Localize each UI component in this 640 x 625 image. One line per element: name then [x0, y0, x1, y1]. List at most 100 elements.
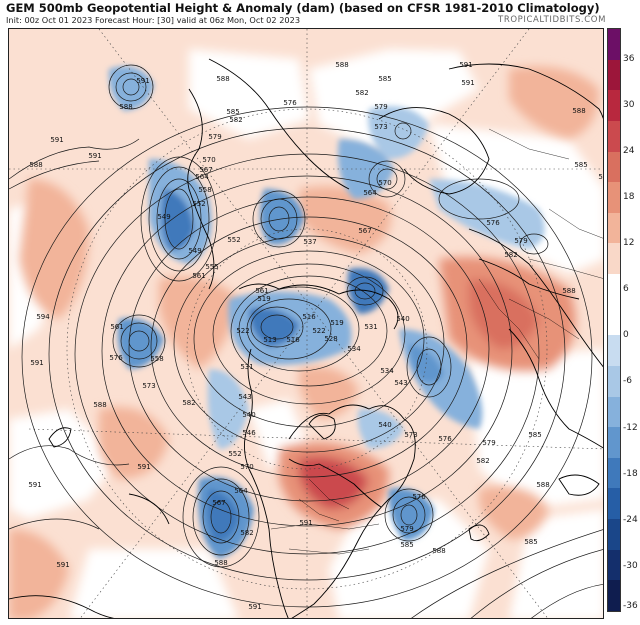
height-label: 588 — [216, 75, 229, 83]
colorbar-label: -24 — [623, 514, 638, 525]
colorbar-label: -30 — [623, 560, 638, 571]
map-canvas: 591 588 585 582 579 576 573 570 564 588 591 588 585 5… — [9, 29, 604, 618]
height-label: 552 — [228, 450, 241, 458]
height-label: 552 — [192, 200, 205, 208]
colorbar-segment — [608, 151, 620, 183]
height-label: 522 — [236, 327, 249, 335]
height-label: 564 — [195, 173, 209, 181]
colorbar-label: 30 — [623, 99, 635, 110]
height-label: 582 — [504, 251, 517, 259]
height-label: 540 — [242, 411, 255, 419]
height-label: 531 — [364, 323, 377, 331]
height-label: 582 — [355, 89, 368, 97]
colorbar-segment — [608, 90, 620, 121]
colorbar-segment — [608, 120, 620, 152]
height-label: 570 — [202, 156, 215, 164]
height-contours — [9, 64, 603, 618]
height-label: 567 — [212, 499, 225, 507]
colorbar-label: 12 — [623, 238, 635, 249]
height-label: 591 — [137, 463, 150, 471]
height-label: 573 — [374, 123, 387, 131]
height-label: 549 — [188, 247, 201, 255]
height-label: 585 — [574, 161, 587, 169]
height-label: 516 — [286, 336, 300, 344]
colorbar-segment — [608, 59, 620, 91]
height-label: 588 — [214, 559, 227, 567]
colorbar-label: 6 — [623, 284, 629, 295]
height-label: 582 — [182, 399, 195, 407]
height-label: 579 — [400, 525, 413, 533]
height-label: 579 — [374, 103, 387, 111]
positive-anomaly-regions — [9, 66, 599, 618]
colorbar-segment — [608, 427, 620, 458]
height-label: 588 — [562, 287, 575, 295]
height-label: 531 — [240, 363, 253, 371]
height-label: 588 — [572, 107, 585, 115]
height-label: 591 — [299, 519, 312, 527]
height-label: 591 — [30, 359, 43, 367]
height-label: 549 — [157, 213, 170, 221]
colorbar-segment — [608, 212, 620, 244]
height-label: 561 — [255, 287, 268, 295]
height-label: 519 — [330, 319, 343, 327]
colorbar-segment — [608, 365, 620, 397]
colorbar-label: -6 — [623, 376, 632, 387]
height-label: 528 — [324, 335, 337, 343]
height-label: 591 — [136, 77, 149, 85]
height-label: 585 — [378, 75, 391, 83]
height-label: 585 — [528, 431, 541, 439]
height-label: 588 — [335, 61, 348, 69]
height-label: 579 — [514, 237, 527, 245]
height-label: 555 — [205, 263, 218, 271]
colorbar-label: -18 — [623, 468, 638, 479]
height-label: 522 — [312, 327, 325, 335]
height-label: 582 — [229, 116, 242, 124]
height-label: 591 — [88, 152, 101, 160]
colorbar-segment — [608, 580, 620, 611]
height-label: 558 — [198, 186, 211, 194]
height-label: 564 — [234, 487, 248, 495]
height-label: 582 — [476, 457, 489, 465]
height-label: 591 — [461, 79, 474, 87]
height-label: 534 — [347, 345, 361, 353]
anomaly-colorbar — [607, 28, 621, 612]
height-label: 564 — [363, 189, 377, 197]
height-label: 576 — [412, 493, 426, 501]
colorbar-label: 18 — [623, 192, 635, 203]
height-label: 561 — [192, 272, 205, 280]
colorbar-label: 36 — [623, 53, 635, 64]
height-label: 591 — [28, 481, 41, 489]
colorbar-label: 0 — [623, 330, 629, 341]
colorbar-label: -12 — [623, 422, 638, 433]
height-label: 588 — [119, 103, 132, 111]
colorbar-segment — [608, 488, 620, 519]
map-title: GEM 500mb Geopotential Height & Anomaly … — [6, 1, 600, 15]
height-label: 546 — [242, 429, 256, 437]
height-label: 558 — [150, 355, 163, 363]
height-label: 588 — [536, 481, 549, 489]
height-label: 591 — [50, 136, 63, 144]
height-label: 513 — [263, 336, 276, 344]
height-label: 576 — [109, 354, 123, 362]
height-label: 552 — [227, 236, 240, 244]
coastlines — [9, 58, 603, 618]
height-label: 576 — [283, 99, 297, 107]
height-label: 543 — [394, 379, 407, 387]
height-label: 534 — [380, 367, 394, 375]
colorbar-segment — [608, 519, 620, 550]
colorbar-segment — [608, 243, 620, 274]
height-label: 588 — [432, 547, 445, 555]
height-label: 588 — [598, 173, 604, 181]
height-label: 576 — [438, 435, 452, 443]
colorbar-label: 24 — [623, 145, 635, 156]
colorbar-segment — [608, 182, 620, 213]
colorbar-segment — [608, 549, 620, 581]
height-label: 588 — [93, 401, 106, 409]
colorbar-segment — [608, 335, 620, 366]
borders — [270, 128, 603, 555]
height-label: 591 — [459, 61, 472, 69]
height-label: 570 — [240, 463, 253, 471]
height-label: 540 — [378, 421, 391, 429]
height-label: 594 — [36, 313, 50, 321]
height-label: 540 — [396, 315, 409, 323]
